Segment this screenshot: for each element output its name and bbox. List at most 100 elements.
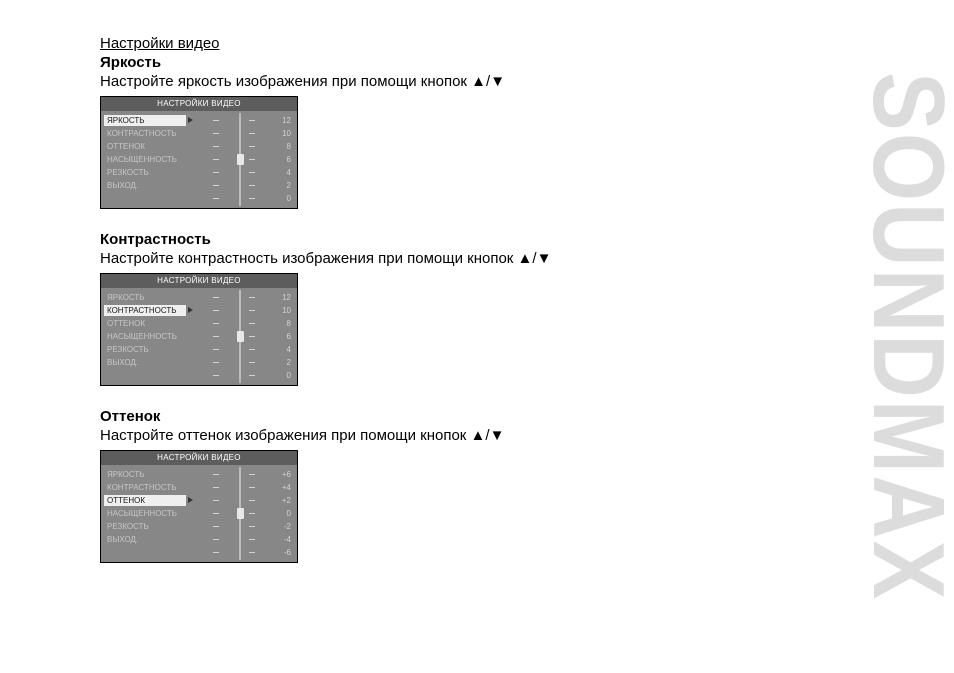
- menu-item[interactable]: НАСЫЩЕННОСТЬ: [105, 330, 197, 343]
- tick-mark: [213, 159, 219, 161]
- scale-row: 8: [197, 317, 293, 330]
- slider-grid: 121086420: [197, 288, 297, 385]
- tick-mark: [213, 133, 219, 135]
- menu-body: ЯРКОСТЬ КОНТРАСТНОСТЬ ОТТЕНОК НАСЫЩЕННОСТЬ Р…: [101, 465, 297, 562]
- scale-value: 2: [271, 359, 293, 367]
- tick-mark: [213, 323, 219, 325]
- menu-item[interactable]: ВЫХОД.: [105, 533, 197, 546]
- menu-item[interactable]: ЯРКОСТЬ: [105, 114, 197, 127]
- scale-row: 4: [197, 166, 293, 179]
- menu-item-label: НАСЫЩЕННОСТЬ: [105, 156, 177, 164]
- tick-mark: [213, 552, 219, 554]
- menu-item[interactable]: ЯРКОСТЬ: [105, 291, 197, 304]
- scale-value: 12: [271, 117, 293, 125]
- menu-item[interactable]: ОТТЕНОК: [105, 494, 197, 507]
- scale-value: 2: [271, 182, 293, 190]
- menu-item-label: НАСЫЩЕННОСТЬ: [105, 510, 177, 518]
- tick-mark: [249, 297, 255, 299]
- menu-item[interactable]: КОНТРАСТНОСТЬ: [105, 127, 197, 140]
- tick-mark: [213, 500, 219, 502]
- menu-item[interactable]: РЕЗКОСТЬ: [105, 520, 197, 533]
- menu-item[interactable]: КОНТРАСТНОСТЬ: [105, 304, 197, 317]
- scale-value: 0: [271, 195, 293, 203]
- caret-right-icon: [188, 497, 193, 503]
- menu-item-label: ЯРКОСТЬ: [105, 471, 145, 479]
- brand-text: SOUNDMAX: [868, 72, 949, 601]
- menu-item[interactable]: НАСЫЩЕННОСТЬ: [105, 153, 197, 166]
- tick-mark: [249, 323, 255, 325]
- menu-item[interactable]: ЯРКОСТЬ: [105, 468, 197, 481]
- menu-item[interactable]: КОНТРАСТНОСТЬ: [105, 481, 197, 494]
- tick-mark: [213, 349, 219, 351]
- scale-row: 0: [197, 369, 293, 382]
- slider-grid: +6+4+20-2-4-6: [197, 465, 297, 562]
- video-settings-menu: НАСТРОЙКИ ВИДЕО ЯРКОСТЬ КОНТРАСТНОСТЬ ОТТЕН…: [100, 273, 298, 386]
- tick-mark: [213, 362, 219, 364]
- menu-item-label: ВЫХОД.: [105, 182, 138, 190]
- scale-value: -4: [271, 536, 293, 544]
- brand-sidebar: SOUNDMAX: [870, 20, 946, 653]
- tick-mark: [213, 487, 219, 489]
- scale-row: -2: [197, 520, 293, 533]
- menu-labels: ЯРКОСТЬ КОНТРАСТНОСТЬ ОТТЕНОК НАСЫЩЕННОСТЬ Р…: [101, 111, 197, 208]
- scale-value: 0: [271, 510, 293, 518]
- menu-item[interactable]: ВЫХОД.: [105, 356, 197, 369]
- menu-item: [105, 369, 197, 382]
- menu-body: ЯРКОСТЬ КОНТРАСТНОСТЬ ОТТЕНОК НАСЫЩЕННОСТЬ Р…: [101, 288, 297, 385]
- menu-item-label: ОТТЕНОК: [105, 143, 145, 151]
- menu-item[interactable]: НАСЫЩЕННОСТЬ: [105, 507, 197, 520]
- setting-heading: Контрастность: [100, 231, 740, 248]
- menu-header: НАСТРОЙКИ ВИДЕО: [101, 274, 297, 288]
- slider-knob[interactable]: [237, 331, 244, 342]
- tick-mark: [213, 526, 219, 528]
- menu-body: ЯРКОСТЬ КОНТРАСТНОСТЬ ОТТЕНОК НАСЫЩЕННОСТЬ Р…: [101, 111, 297, 208]
- tick-mark: [249, 362, 255, 364]
- scale-row: -4: [197, 533, 293, 546]
- video-settings-menu: НАСТРОЙКИ ВИДЕО ЯРКОСТЬ КОНТРАСТНОСТЬ ОТТЕН…: [100, 450, 298, 563]
- video-settings-menu: НАСТРОЙКИ ВИДЕОЯРКОСТЬКОНТРАСТНОСТЬОТТЕН…: [100, 96, 298, 209]
- menu-item[interactable]: ОТТЕНОК: [105, 140, 197, 153]
- scale-value: 12: [271, 294, 293, 302]
- tick-mark: [249, 336, 255, 338]
- setting-description: Настройте контрастность изображения при …: [100, 250, 740, 267]
- scale-row: 8: [197, 140, 293, 153]
- tick-mark: [249, 552, 255, 554]
- menu-item[interactable]: ОТТЕНОК: [105, 317, 197, 330]
- menu-labels: ЯРКОСТЬ КОНТРАСТНОСТЬ ОТТЕНОК НАСЫЩЕННОСТЬ Р…: [101, 465, 197, 562]
- scale-row: +6: [197, 468, 293, 481]
- tick-mark: [213, 474, 219, 476]
- tick-mark: [249, 185, 255, 187]
- tick-mark: [249, 159, 255, 161]
- caret-right-icon: [188, 307, 193, 313]
- menu-item[interactable]: РЕЗКОСТЬ: [105, 166, 197, 179]
- scale-row: 4: [197, 343, 293, 356]
- menu-item: [105, 192, 197, 205]
- tick-mark: [249, 500, 255, 502]
- menu-item[interactable]: ВЫХОД.: [105, 179, 197, 192]
- scale-row: 0: [197, 507, 293, 520]
- scale-row: 12: [197, 114, 293, 127]
- menu-item-label: КОНТРАСТНОСТЬ: [105, 484, 176, 492]
- scale-value: 8: [271, 320, 293, 328]
- scale-row: 2: [197, 179, 293, 192]
- slider-knob[interactable]: [237, 508, 244, 519]
- setting-description: Настройте оттенок изображения при помощи…: [100, 427, 740, 444]
- scale-value: 0: [271, 372, 293, 380]
- scale-row: 10: [197, 127, 293, 140]
- menu-item-label: КОНТРАСТНОСТЬ: [105, 130, 176, 138]
- tick-mark: [213, 513, 219, 515]
- tick-mark: [249, 198, 255, 200]
- menu-item-label: КОНТРАСТНОСТЬ: [105, 307, 176, 315]
- menu-item-label: ЯРКОСТЬ: [105, 117, 145, 125]
- slider-knob[interactable]: [237, 154, 244, 165]
- section-gap: [100, 386, 740, 408]
- tick-mark: [213, 198, 219, 200]
- scale-value: -2: [271, 523, 293, 531]
- menu-item-label: НАСЫЩЕННОСТЬ: [105, 333, 177, 341]
- tick-mark: [213, 539, 219, 541]
- content: Настройки видео ЯркостьНастройте яркость…: [100, 35, 740, 563]
- menu-item[interactable]: РЕЗКОСТЬ: [105, 343, 197, 356]
- menu-header: НАСТРОЙКИ ВИДЕО: [101, 451, 297, 465]
- tick-mark: [249, 310, 255, 312]
- page: Настройки видео ЯркостьНастройте яркость…: [0, 0, 954, 673]
